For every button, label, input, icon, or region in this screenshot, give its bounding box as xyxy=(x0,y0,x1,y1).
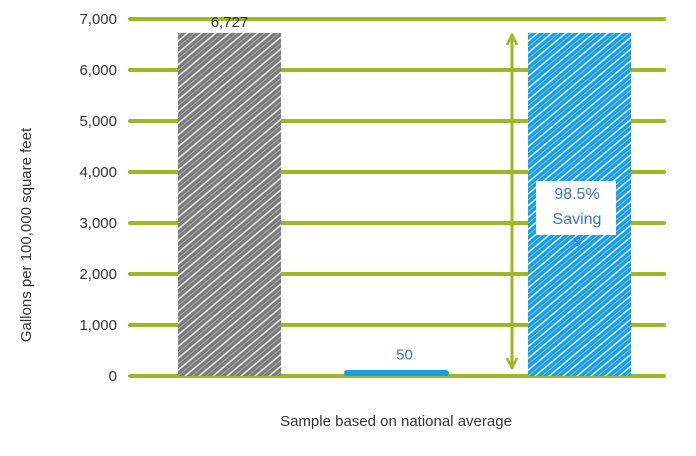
y-tick-label: 5,000 xyxy=(79,113,117,130)
y-tick-label: 7,000 xyxy=(79,11,117,28)
savings-callout-line: 98.5% xyxy=(554,186,599,203)
x-axis-title: Sample based on national average xyxy=(280,413,512,430)
y-tick-label: 4,000 xyxy=(79,164,117,181)
y-axis-title: Gallons per 100,000 square feet xyxy=(18,127,35,342)
y-tick-label: 6,000 xyxy=(79,62,117,79)
data-labels: 6,727 50 xyxy=(211,14,413,364)
bar-value-label: 50 xyxy=(396,346,413,363)
savings-arrow-head-bottom xyxy=(505,357,519,370)
y-tick-label: 2,000 xyxy=(79,266,117,283)
bar-1 xyxy=(178,32,281,376)
bar-2 xyxy=(344,370,449,376)
savings-annotation: 98.5% Saving s xyxy=(505,33,616,370)
y-tick-label: 1,000 xyxy=(79,317,117,334)
savings-callout-line: Saving xyxy=(553,211,602,228)
y-axis-ticks: 0 1,000 2,000 3,000 4,000 5,000 6,000 7,000 xyxy=(79,11,117,385)
savings-arrow-head-top xyxy=(505,33,519,46)
y-tick-label: 0 xyxy=(109,368,117,385)
y-tick-label: 3,000 xyxy=(79,215,117,232)
savings-callout-line: s xyxy=(573,233,581,250)
savings-callout-box xyxy=(536,181,616,235)
bar-value-label: 6,727 xyxy=(211,14,249,31)
